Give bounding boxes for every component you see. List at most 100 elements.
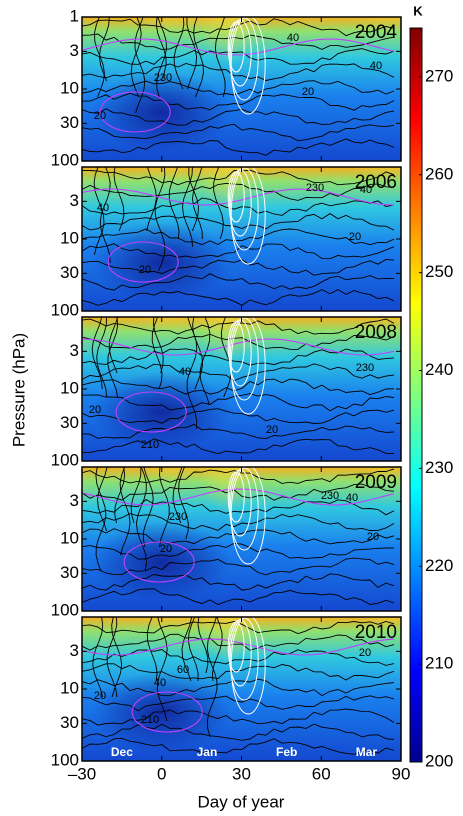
contour-line — [108, 317, 119, 374]
y-tick-label: 3 — [70, 341, 79, 360]
contour-line — [172, 467, 183, 524]
contour-label: 40 — [154, 677, 166, 689]
panel-label: 2004 — [355, 22, 398, 43]
contour-line — [130, 17, 142, 98]
month-label: Jan — [197, 745, 218, 759]
y-tick-label: 100 — [51, 300, 79, 319]
contour-line — [91, 317, 103, 390]
contour-line — [82, 633, 395, 651]
contour-line — [154, 167, 166, 272]
contour-line-hot — [229, 467, 259, 551]
contour-line — [92, 617, 104, 698]
contour-line — [142, 467, 154, 548]
colorbar-tick-label: 200 — [425, 751, 453, 770]
panel-label: 2006 — [355, 172, 397, 193]
panel: 2010 3 10 30 100 60 20 20 40 210 — [51, 616, 402, 769]
contour-line — [95, 467, 107, 572]
contour-line-210 — [115, 391, 187, 433]
contour-line — [82, 528, 395, 545]
contour-label: 20 — [349, 231, 361, 243]
y-tick-label: 100 — [51, 750, 79, 769]
contour-label: 40 — [360, 184, 372, 196]
contour-line — [82, 138, 395, 156]
y-tick-label: 30 — [60, 563, 79, 582]
x-axis-label: Day of year — [198, 792, 285, 811]
contour-line — [82, 108, 395, 126]
y-tick-label: 30 — [60, 113, 79, 132]
contour-line — [82, 243, 395, 260]
contour-label: 20 — [266, 424, 278, 436]
contour-line-230 — [82, 488, 395, 506]
contour-line — [211, 617, 223, 682]
panel-field — [82, 17, 401, 161]
contour-line — [155, 17, 167, 82]
warm-region — [347, 467, 401, 492]
panel: 2009 3 10 30 100 230 230 40 20 20 — [51, 466, 402, 619]
y-tick-label: 3 — [70, 491, 79, 510]
contour-line — [136, 467, 147, 572]
contour-line — [82, 228, 395, 246]
contour-line — [82, 182, 395, 201]
panel-field — [82, 167, 401, 311]
contour-label: 20 — [139, 264, 151, 276]
contour-label: 230 — [169, 511, 187, 523]
y-tick-label: 100 — [51, 150, 79, 169]
contour-line-hot — [230, 467, 266, 565]
contour-line-hot — [230, 17, 266, 115]
contour-line — [82, 197, 395, 216]
colorbar-tick-label: 250 — [425, 262, 453, 281]
warm-region — [347, 17, 401, 42]
contour-line — [82, 348, 395, 366]
contour-line — [181, 617, 193, 682]
contour-label: 40 — [97, 202, 109, 214]
y-tick-label: 3 — [70, 41, 79, 60]
contour-line — [159, 467, 170, 548]
contour-line — [82, 513, 395, 531]
cold-region — [91, 522, 232, 602]
contour-label: 40 — [287, 32, 299, 44]
contour-line — [206, 617, 218, 738]
contour-label: 60 — [177, 664, 189, 676]
contour-label: 40 — [179, 366, 191, 378]
contour-line — [82, 498, 395, 516]
warm-region — [130, 617, 221, 657]
x-tick-label: 30 — [232, 764, 251, 783]
contour-line — [99, 167, 111, 264]
contour-line — [82, 273, 395, 291]
contour-line-hot — [229, 167, 259, 251]
y-tick-label: 10 — [60, 678, 79, 697]
contour-line — [82, 542, 395, 560]
contour-line — [156, 17, 167, 98]
warm-region — [347, 317, 401, 342]
contour-line-210 — [107, 241, 179, 283]
contour-line — [192, 167, 203, 240]
colorbar-tick-label: 240 — [425, 360, 453, 379]
contour-line — [82, 213, 395, 231]
panel-field — [82, 617, 401, 761]
contour-line — [213, 167, 224, 240]
warm-region — [347, 167, 401, 192]
contour-line-hot — [230, 617, 266, 715]
contour-line — [82, 573, 395, 591]
contour-line — [168, 167, 180, 240]
contour-line — [107, 317, 119, 398]
contour-label: 230 — [356, 362, 374, 374]
contour-line — [82, 378, 395, 396]
contour-line — [188, 167, 199, 232]
contour-label: 20 — [89, 404, 101, 416]
contour-line-hot — [229, 617, 259, 701]
contour-line-230 — [82, 638, 395, 656]
contour-line — [82, 438, 395, 455]
contour-line — [187, 617, 199, 682]
contour-line — [82, 723, 395, 741]
contour-line — [82, 289, 395, 306]
contour-label: 40 — [346, 492, 358, 504]
contour-line — [130, 467, 142, 524]
x-tick-label: 90 — [392, 764, 411, 783]
contour-line-hot — [230, 317, 266, 415]
contour-line — [82, 423, 395, 439]
contour-line — [146, 167, 157, 232]
panel-field — [82, 317, 401, 461]
panel: 2004 1 3 10 30 100 40 40 230 20 20 — [51, 6, 402, 169]
